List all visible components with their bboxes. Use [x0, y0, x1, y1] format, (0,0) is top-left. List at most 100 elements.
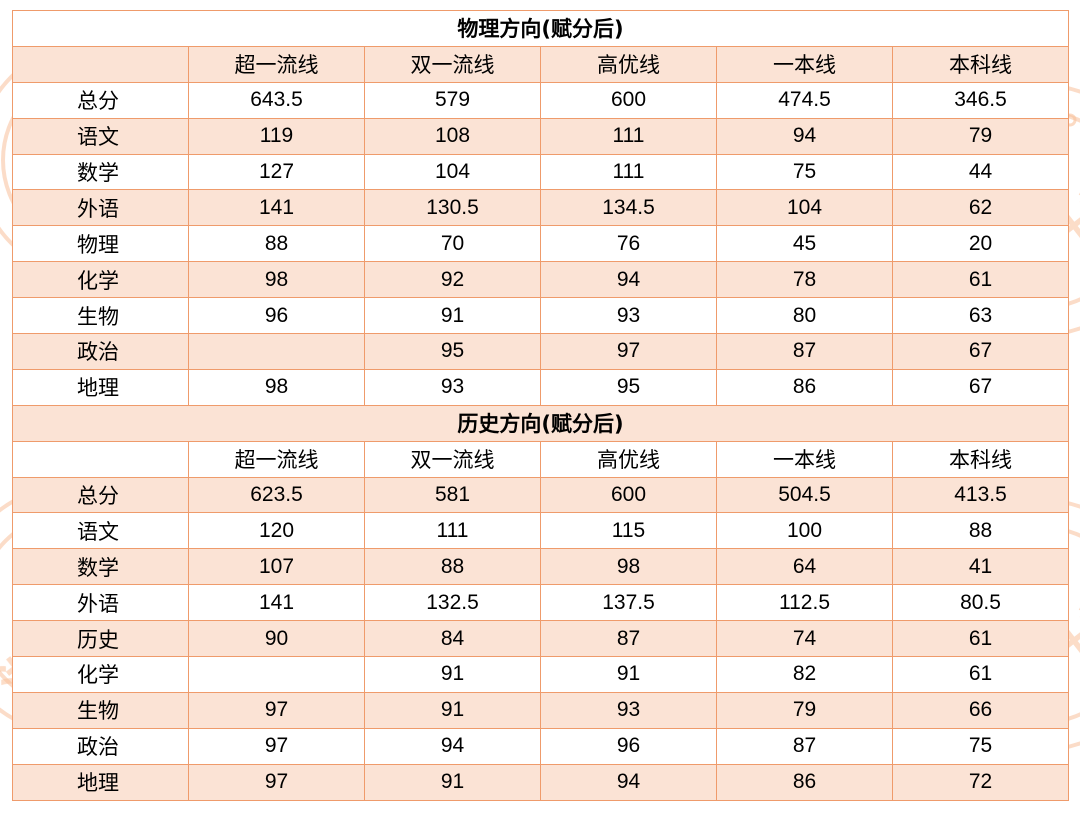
table-row: 生物 96 91 93 80 63 [12, 297, 1070, 335]
score-cell: 87 [716, 727, 893, 765]
score-cell: 74 [716, 620, 893, 658]
row-label: 地理 [12, 368, 189, 406]
score-cell: 120 [188, 512, 365, 550]
score-cell: 94 [716, 117, 893, 155]
score-cell: 91 [364, 691, 541, 729]
row-label: 语文 [12, 117, 189, 155]
row-label: 政治 [12, 727, 189, 765]
table-row: 地理 97 91 94 86 72 [12, 763, 1070, 801]
score-table-body: 物理方向(赋分后) 超一流线 双一流线 高优线 一本线 本科线 总分 643.5 579 600 4… [11, 10, 1070, 801]
score-cell: 75 [891, 727, 1070, 765]
header-corner-cell [12, 45, 189, 83]
score-cell: 84 [364, 620, 541, 658]
score-cell: 137.5 [540, 584, 717, 622]
score-table: 物理方向(赋分后) 超一流线 双一流线 高优线 一本线 本科线 总分 643.5 579 600 4… [11, 10, 1070, 801]
score-cell: 111 [364, 512, 541, 550]
row-label: 外语 [12, 189, 189, 227]
score-cell: 108 [364, 117, 541, 155]
total-score-cell: 504.5 [716, 476, 893, 514]
section-title: 物理方向(赋分后) [11, 10, 1070, 47]
score-cell: 98 [540, 548, 717, 586]
score-cell: 119 [188, 117, 365, 155]
score-cell: 44 [891, 153, 1070, 191]
total-score-cell: 600 [540, 81, 717, 119]
score-cell: 86 [716, 763, 893, 801]
score-cell: 93 [364, 368, 541, 406]
row-label: 生物 [12, 691, 189, 729]
total-score-cell: 346.5 [891, 81, 1070, 119]
table-row: 语文 120 111 115 100 88 [12, 512, 1070, 550]
row-label: 总分 [12, 476, 189, 514]
table-row: 生物 97 91 93 79 66 [12, 691, 1070, 729]
score-cell: 115 [540, 512, 717, 550]
table-row: 政治 97 94 96 87 75 [12, 727, 1070, 765]
score-cell: 134.5 [540, 189, 717, 227]
score-cell: 70 [364, 225, 541, 263]
table-row: 语文 119 108 111 94 79 [12, 117, 1070, 155]
row-label: 语文 [12, 512, 189, 550]
score-cell: 63 [891, 297, 1070, 335]
table-row: 地理 98 93 95 86 67 [12, 368, 1070, 406]
score-cell: 141 [188, 189, 365, 227]
score-cell: 127 [188, 153, 365, 191]
row-label: 地理 [12, 763, 189, 801]
column-header: 超一流线 [188, 45, 365, 83]
score-cell: 112.5 [716, 584, 893, 622]
score-cell: 104 [716, 189, 893, 227]
score-cell: 75 [716, 153, 893, 191]
score-cell: 61 [891, 656, 1070, 693]
table-row: 外语 141 132.5 137.5 112.5 80.5 [12, 584, 1070, 622]
column-header: 本科线 [891, 45, 1070, 83]
row-label: 外语 [12, 584, 189, 622]
row-label: 物理 [12, 225, 189, 263]
table-row: 总分 643.5 579 600 474.5 346.5 [12, 81, 1070, 119]
column-header: 高优线 [540, 45, 717, 83]
score-cell: 76 [540, 225, 717, 263]
score-cell: 41 [891, 548, 1070, 586]
table-row: 数学 107 88 98 64 41 [12, 548, 1070, 586]
score-cell: 97 [188, 763, 365, 801]
score-cell: 87 [540, 620, 717, 658]
score-table-sheet: 物理方向(赋分后) 超一流线 双一流线 高优线 一本线 本科线 总分 643.5 579 600 4… [11, 10, 1070, 812]
score-cell: 62 [891, 189, 1070, 227]
column-header: 一本线 [716, 440, 893, 478]
score-cell: 87 [716, 333, 893, 370]
table-row: 政治 95 97 87 67 [12, 333, 1070, 370]
total-score-cell: 581 [364, 476, 541, 514]
table-row: 总分 623.5 581 600 504.5 413.5 [12, 476, 1070, 514]
score-cell: 94 [364, 727, 541, 765]
score-cell: 20 [891, 225, 1070, 263]
score-cell: 97 [540, 333, 717, 370]
score-cell: 82 [716, 656, 893, 693]
table-row: 外语 141 130.5 134.5 104 62 [12, 189, 1070, 227]
score-cell: 107 [188, 548, 365, 586]
column-header: 双一流线 [364, 440, 541, 478]
total-score-cell: 413.5 [891, 476, 1070, 514]
score-cell: 72 [891, 763, 1070, 801]
column-header: 超一流线 [188, 440, 365, 478]
score-cell: 67 [891, 368, 1070, 406]
row-label: 生物 [12, 297, 189, 335]
row-label: 化学 [12, 261, 189, 299]
section-title: 历史方向(赋分后) [11, 404, 1070, 442]
total-score-cell: 623.5 [188, 476, 365, 514]
score-cell: 92 [364, 261, 541, 299]
column-header: 双一流线 [364, 45, 541, 83]
score-cell: 111 [540, 117, 717, 155]
score-cell: 111 [540, 153, 717, 191]
score-cell: 98 [188, 261, 365, 299]
score-cell: 91 [540, 656, 717, 693]
row-label: 化学 [12, 656, 189, 693]
score-cell: 91 [364, 763, 541, 801]
score-cell: 88 [188, 225, 365, 263]
score-cell: 61 [891, 261, 1070, 299]
score-cell: 93 [540, 297, 717, 335]
score-cell: 94 [540, 261, 717, 299]
column-header: 一本线 [716, 45, 893, 83]
table-row: 数学 127 104 111 75 44 [12, 153, 1070, 191]
row-label: 历史 [12, 620, 189, 658]
score-cell: 78 [716, 261, 893, 299]
score-cell: 67 [891, 333, 1070, 370]
score-cell: 79 [891, 117, 1070, 155]
total-score-cell: 579 [364, 81, 541, 119]
